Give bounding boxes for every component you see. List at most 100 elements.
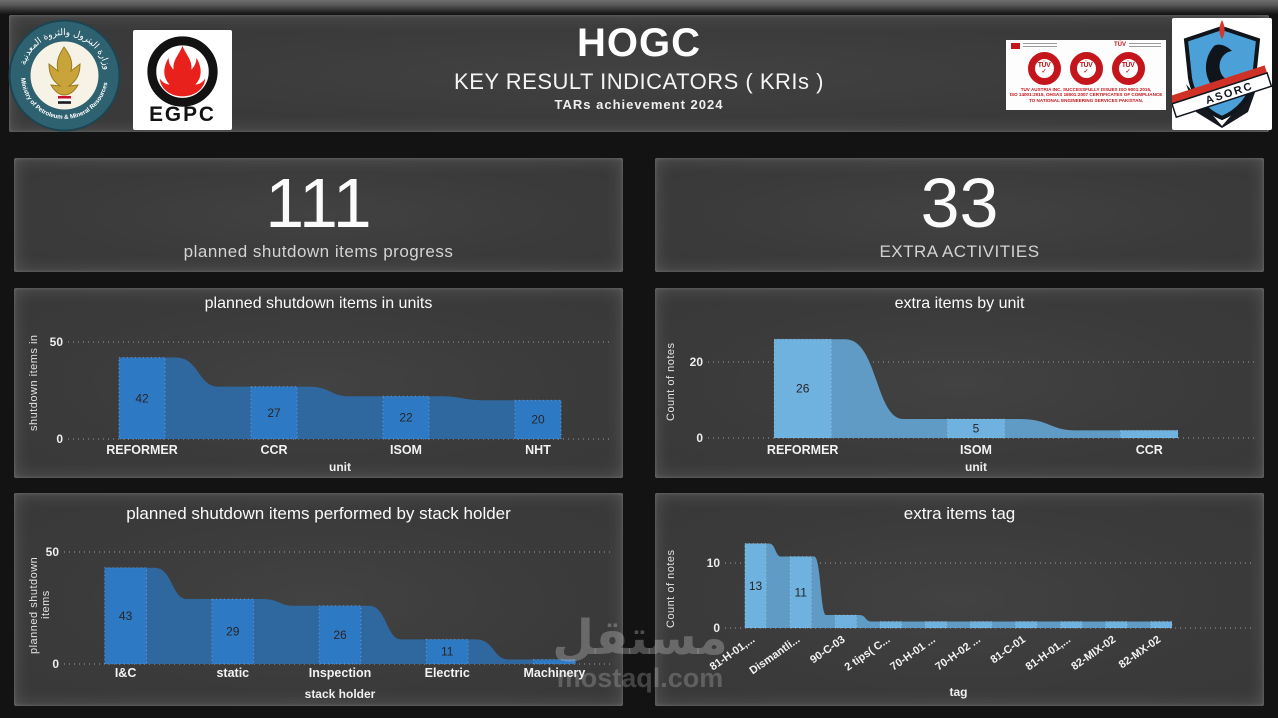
egpc-logo: EGPC	[133, 30, 232, 130]
funnel-bar[interactable]	[425, 638, 469, 665]
funnel-bar[interactable]	[533, 659, 576, 665]
kpi-planned-shutdown-progress: 111 planned shutdown items progress	[14, 158, 623, 272]
funnel-bar[interactable]	[211, 598, 255, 665]
funnel-bar[interactable]	[744, 543, 767, 629]
page-subtitle: KEY RESULT INDICATORS ( KRIs )	[454, 69, 824, 94]
kpi-value: 33	[920, 164, 999, 242]
tuv-text-lines	[1129, 43, 1161, 49]
tuv-red-mark	[1011, 43, 1020, 49]
chart-planned-shutdown-items-by-stack-holder: planned shutdown items performed by stac…	[14, 493, 623, 706]
y-tick-label: 0	[56, 432, 63, 446]
asorc-logo-graphic: ASORC	[1172, 20, 1272, 128]
kpi-label: EXTRA ACTIVITIES	[879, 242, 1040, 261]
funnel-bar[interactable]	[1105, 621, 1128, 629]
funnel-bar[interactable]	[514, 399, 562, 440]
funnel-bar[interactable]	[924, 621, 948, 629]
x-category-label: Inspection	[309, 666, 372, 680]
y-tick-label: 50	[50, 335, 64, 349]
funnel-bar[interactable]	[946, 418, 1006, 439]
top-strip	[0, 0, 1278, 14]
x-category-label: 2 tips( C...	[843, 634, 893, 674]
bar-value-label: 29	[226, 625, 240, 639]
funnel-bar[interactable]	[789, 556, 812, 629]
flame-icon	[159, 45, 206, 97]
x-category-label: static	[216, 666, 249, 680]
x-category-label: REFORMER	[106, 443, 178, 457]
y-axis-title: shutdown items in	[28, 334, 40, 432]
page-tagline: TARs achievement 2024	[554, 97, 724, 112]
funnel-bar[interactable]	[318, 605, 362, 665]
asorc-flame-icon	[1219, 20, 1225, 39]
page-title: HOGC	[577, 21, 701, 65]
kpi-label: planned shutdown items progress	[183, 242, 454, 261]
funnel-bar[interactable]	[382, 395, 430, 440]
tuv-seal-icon: TÜV ✓	[1027, 52, 1061, 85]
funnel-bar[interactable]	[970, 621, 993, 629]
funnel-chart: 0 10 13 81-H-01,... 11 Dismantli... 90-C-032 t…	[707, 543, 1255, 677]
bar-value-label: 22	[399, 411, 413, 425]
chart-extra-items-tag: extra items tag Count of notes 0 10 13 81-H…	[655, 493, 1264, 706]
bar-value-label: 5	[973, 422, 980, 436]
egpc-label: EGPC	[149, 103, 216, 126]
bar-value-label: 26	[333, 628, 347, 642]
funnel-bar[interactable]	[118, 357, 166, 440]
funnel-bar[interactable]	[879, 621, 902, 629]
funnel-bar[interactable]	[1060, 621, 1083, 629]
x-axis-title: stack holder	[304, 687, 376, 701]
funnel-bar[interactable]	[250, 386, 298, 440]
x-category-label: 82-MIX-02	[1069, 634, 1118, 673]
kpi-value: 111	[265, 164, 372, 242]
kpi-extra-activities: 33 EXTRA ACTIVITIES	[655, 158, 1264, 272]
funnel-bar[interactable]	[773, 338, 832, 439]
x-category-label: CCR	[260, 443, 287, 457]
tuv-small-logo: TÜV	[1114, 42, 1126, 48]
flag-stripe-red	[58, 96, 71, 99]
x-category-label: NHT	[525, 443, 551, 457]
header: وزارة البترول والثروة المعدنية Ministry …	[8, 15, 1272, 132]
flag-stripe-black	[58, 101, 71, 104]
funnel-connector-area	[118, 357, 562, 439]
x-category-label: 82-MX-02	[1117, 634, 1163, 672]
funnel-bar[interactable]	[1120, 429, 1179, 439]
y-tick-label: 50	[46, 545, 60, 559]
x-category-label: I&C	[115, 666, 137, 680]
x-category-label: 90-C-03	[808, 634, 847, 667]
chart-title: planned shutdown items in units	[204, 295, 433, 312]
funnel-connector-area	[744, 543, 1172, 628]
x-category-label: ISOM	[960, 443, 992, 457]
y-tick-label: 0	[52, 657, 59, 671]
tuv-header-marks: TÜV	[1006, 40, 1166, 51]
y-axis-title: Count of notes	[665, 549, 677, 628]
chart-title: extra items by unit	[894, 295, 1025, 312]
chart-title: planned shutdown items performed by stac…	[126, 504, 511, 523]
tuv-seal-icon: TÜV ✓	[1069, 52, 1103, 85]
x-category-label: ISOM	[390, 443, 422, 457]
bar-value-label: 20	[531, 413, 545, 427]
x-axis-title: unit	[965, 460, 987, 474]
asorc-logo: ASORC	[1172, 18, 1272, 130]
funnel-connector-area	[774, 339, 1178, 438]
y-tick-label: 0	[713, 621, 720, 635]
y-tick-label: 10	[707, 556, 721, 570]
flag-stripe-white	[58, 98, 71, 102]
funnel-bar[interactable]	[104, 567, 147, 665]
x-category-label: Dismantli...	[747, 634, 802, 677]
funnel-bar[interactable]	[834, 614, 857, 629]
bar-value-label: 27	[267, 406, 281, 420]
x-category-label: REFORMER	[767, 443, 839, 457]
funnel-bar[interactable]	[1150, 621, 1173, 629]
tuv-seal-icon: TÜV ✓	[1111, 52, 1145, 85]
x-axis-title: tag	[949, 685, 968, 699]
y-axis-title: planned shutdown items	[28, 556, 52, 654]
chart-planned-shutdown-items-in-units: planned shutdown items in units shutdown…	[14, 288, 623, 478]
eagle-icon	[48, 46, 81, 96]
y-axis-title: Count of notes	[665, 342, 677, 422]
tuv-caption: TUV AUSTRIA INC. SUCCESSFULLY ISSUES ISO…	[1009, 87, 1163, 103]
funnel-chart: 0 20 26 REFORMER 5 ISOM CCR	[690, 338, 1255, 457]
ministry-logo-graphic: وزارة البترول والثروة المعدنية Ministry …	[8, 19, 121, 132]
funnel-bar[interactable]	[1015, 621, 1038, 629]
x-category-label: 81-H-01,...	[1024, 634, 1073, 674]
x-category-label: CCR	[1136, 443, 1163, 457]
tuv-text-lines	[1023, 43, 1057, 49]
